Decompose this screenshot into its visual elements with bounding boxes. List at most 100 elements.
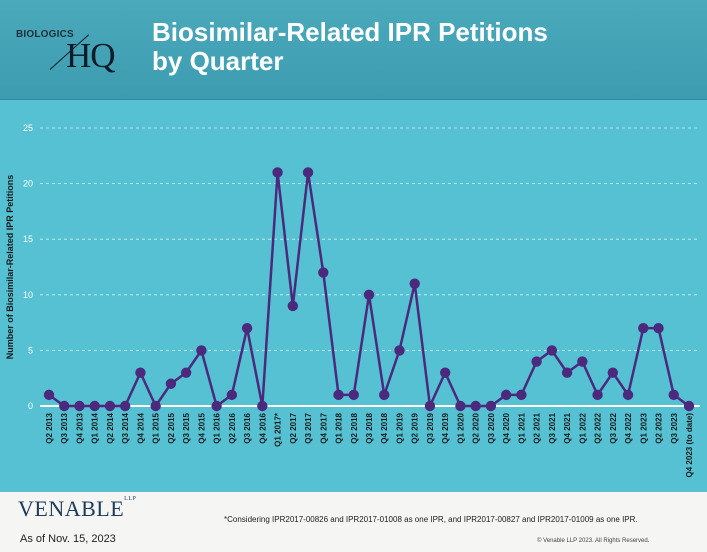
data-point xyxy=(577,356,588,367)
data-point xyxy=(287,300,299,312)
x-tick-label: Q1 2020 xyxy=(456,412,465,443)
data-point xyxy=(59,400,70,412)
x-tick-label: Q4 2017 xyxy=(319,412,328,443)
y-tick-label: 20 xyxy=(23,179,33,189)
x-tick-label: Q1 2018 xyxy=(335,412,344,443)
biologics-hq-logo: BIOLOGICS HQ xyxy=(10,14,135,86)
x-tick-label: Q3 2013 xyxy=(60,412,69,443)
x-tick-label: Q1 2014 xyxy=(91,412,100,443)
venable-llp: LLP xyxy=(124,496,137,502)
y-tick-label: 25 xyxy=(23,123,33,133)
x-tick-label: Q1 2019 xyxy=(395,412,404,443)
x-tick-label: Q3 2016 xyxy=(243,412,252,443)
data-point xyxy=(500,389,512,401)
x-tick-label: Q2 2023 xyxy=(655,412,664,443)
x-tick-label: Q4 2015 xyxy=(197,412,206,443)
x-tick-label: Q2 2017 xyxy=(289,412,298,443)
x-tick-label: Q3 2021 xyxy=(548,412,557,443)
page-title: Biosimilar-Related IPR Petitions by Quar… xyxy=(152,18,548,76)
data-point xyxy=(104,400,116,412)
x-tick-label: Q1 2017* xyxy=(274,412,283,447)
x-tick-label: Q4 2013 xyxy=(75,412,84,443)
y-tick-label: 15 xyxy=(23,234,33,244)
venable-logo: VENABLELLP xyxy=(18,496,136,522)
data-point xyxy=(470,400,481,412)
x-tick-label: Q4 2020 xyxy=(502,412,511,443)
data-point xyxy=(653,322,664,334)
y-tick-label: 10 xyxy=(23,290,33,300)
x-tick-label: Q3 2022 xyxy=(609,412,618,443)
data-point xyxy=(546,345,558,356)
x-tick-label: Q2 2014 xyxy=(106,412,115,443)
x-tick-label: Q1 2015 xyxy=(152,412,161,443)
x-tick-label: Q3 2015 xyxy=(182,412,191,443)
footer: VENABLELLP As of Nov. 15, 2023 *Consider… xyxy=(0,492,707,552)
logo-mark: HQ xyxy=(66,36,116,75)
data-point xyxy=(211,400,222,412)
x-tick-label: Q1 2016 xyxy=(213,412,222,443)
data-point xyxy=(592,389,603,401)
data-point xyxy=(531,356,542,367)
x-tick-label: Q1 2021 xyxy=(517,412,526,443)
x-tick-label: Q4 2016 xyxy=(258,412,267,443)
data-point xyxy=(424,400,436,412)
x-tick-label: Q3 2018 xyxy=(365,412,374,443)
data-point xyxy=(638,322,649,334)
data-point xyxy=(561,367,573,378)
x-tick-label: Q4 2018 xyxy=(380,412,389,443)
data-point xyxy=(455,400,466,412)
x-tick-label: Q3 2019 xyxy=(426,412,435,443)
data-point xyxy=(363,289,375,300)
data-point xyxy=(607,367,619,378)
title-line-1: Biosimilar-Related IPR Petitions xyxy=(152,17,548,47)
data-point xyxy=(439,367,451,378)
data-point xyxy=(272,167,283,178)
x-tick-label: Q4 2019 xyxy=(441,412,450,443)
header-banner: BIOLOGICS HQ Biosimilar-Related IPR Peti… xyxy=(0,0,707,100)
x-tick-label: Q3 2023 xyxy=(670,412,679,443)
data-point xyxy=(683,400,695,412)
data-point xyxy=(43,389,55,401)
data-point xyxy=(180,367,192,378)
x-tick-label: Q1 2022 xyxy=(578,412,587,443)
data-point xyxy=(302,167,314,178)
logo-word: BIOLOGICS xyxy=(16,29,74,40)
x-tick-label: Q3 2017 xyxy=(304,412,313,443)
x-tick-label: Q1 2023 xyxy=(639,412,648,443)
x-tick-label: Q2 2020 xyxy=(472,412,481,443)
data-point xyxy=(89,400,100,412)
data-point xyxy=(485,400,497,412)
x-tick-label: Q4 2022 xyxy=(624,412,633,443)
data-point xyxy=(226,389,238,401)
data-point xyxy=(379,389,390,401)
data-point xyxy=(348,389,359,401)
x-tick-label: Q3 2014 xyxy=(121,412,130,443)
x-tick-label: Q3 2020 xyxy=(487,412,496,443)
y-axis-title: Number of Biosimilar-Related IPR Petitio… xyxy=(5,175,15,360)
x-tick-label: Q4 2014 xyxy=(136,412,145,443)
x-tick-label: Q4 2021 xyxy=(563,412,572,443)
copyright: © Venable LLP 2023. All Rights Reserved. xyxy=(537,538,650,544)
data-point xyxy=(257,400,268,412)
as-of-date: As of Nov. 15, 2023 xyxy=(20,533,116,545)
chart-panel: 0 5 10 15 20 25 Number of Biosimilar-Related I… xyxy=(0,100,707,492)
data-point xyxy=(333,389,344,401)
data-point xyxy=(196,345,207,356)
data-point xyxy=(150,400,161,412)
data-point xyxy=(119,400,131,412)
y-tick-label: 5 xyxy=(28,345,33,355)
x-tick-label: Q2 2018 xyxy=(350,412,359,443)
x-tick-label: Q2 2016 xyxy=(228,412,237,443)
data-point xyxy=(409,278,420,289)
x-tick-label: Q2 2022 xyxy=(594,412,603,443)
title-line-2: by Quarter xyxy=(152,46,284,76)
data-point xyxy=(241,322,253,334)
data-point xyxy=(622,389,634,401)
footnote: *Considering IPR2017-00826 and IPR2017-0… xyxy=(224,515,638,524)
x-tick-label: Q2 2019 xyxy=(411,412,420,443)
data-point xyxy=(668,389,679,401)
data-point xyxy=(165,378,177,389)
data-point xyxy=(516,389,527,401)
data-point xyxy=(394,345,405,356)
data-point xyxy=(318,267,329,278)
